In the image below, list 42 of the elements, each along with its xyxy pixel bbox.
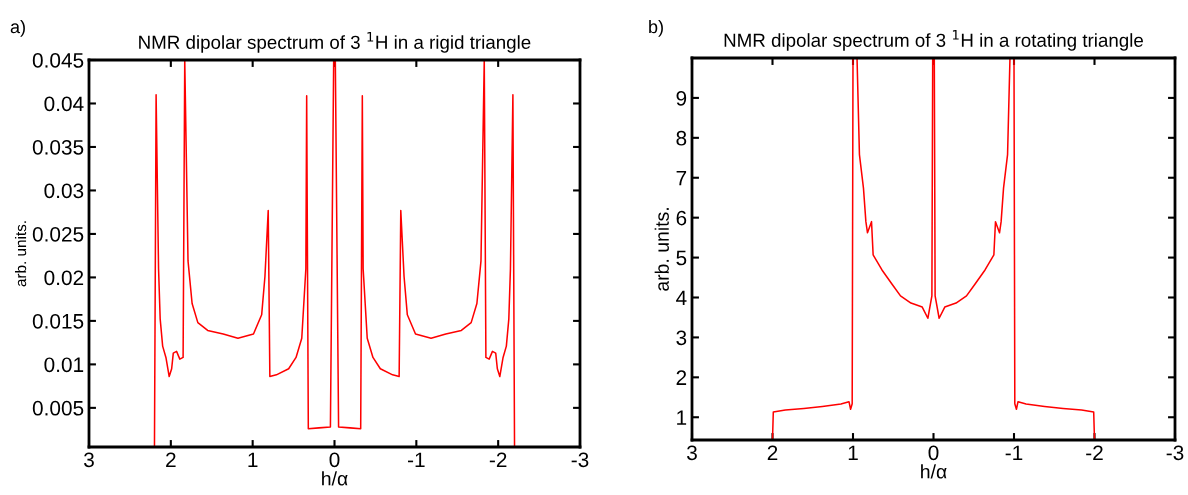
y-tick-label: 3 — [676, 330, 687, 346]
y-axis-title: arb. units. — [14, 221, 27, 287]
x-tick-label: -2 — [1086, 445, 1103, 460]
y-tick-label: 6 — [676, 210, 687, 226]
y-tick-label: 0.015 — [32, 313, 84, 329]
y-tick-label: 2 — [676, 370, 687, 385]
y-tick-label: 8 — [676, 130, 687, 146]
x-tick-label: 1 — [848, 445, 858, 460]
y-tick-label: 1 — [677, 410, 687, 425]
x-tick-label: 2 — [166, 452, 176, 467]
y-tick-label: 0.04 — [44, 96, 84, 112]
x-axis-title: h/α — [322, 471, 348, 486]
x-tick-label: -2 — [489, 452, 507, 467]
x-tick-label: -3 — [571, 452, 589, 468]
y-tick-label: 0.025 — [32, 226, 84, 242]
y-tick-label: 0.02 — [44, 270, 84, 286]
line-series — [153, 60, 516, 447]
y-tick-label: 0.03 — [44, 183, 84, 199]
text: b) — [649, 20, 663, 37]
x-tick-label: -3 — [1166, 445, 1184, 461]
x-tick-label: 0 — [329, 452, 340, 468]
y-tick-label: 7 — [676, 170, 687, 186]
x-tick-label: 3 — [84, 452, 94, 468]
x-tick-label: 1 — [248, 452, 258, 467]
x-axis-title: h/α — [921, 464, 947, 479]
y-tick-label: 4 — [676, 290, 687, 306]
y-tick-label: 0.045 — [32, 53, 84, 68]
y-axis-title: arb. units. — [654, 208, 669, 291]
y-tick-label: 0.005 — [32, 400, 84, 416]
x-tick-label: -1 — [408, 452, 425, 467]
y-tick-label: 0.01 — [44, 357, 84, 373]
line-series — [771, 58, 1096, 440]
text: a) — [10, 20, 25, 37]
y-tick-label: 5 — [676, 250, 687, 266]
x-tick-label: 2 — [767, 445, 778, 460]
chart-title: NMR dipolar spectrum of 3 $^{1}$H in a rigid triangle — [139, 32, 531, 53]
y-tick-label: 0.035 — [32, 139, 84, 155]
y-tick-label: 9 — [676, 90, 687, 106]
x-tick-label: 0 — [928, 445, 939, 461]
chart-title: NMR dipolar spectrum of 3 $^{1}$H in a rotating triangle — [724, 30, 1143, 51]
x-tick-label: 3 — [687, 445, 697, 461]
x-tick-label: -1 — [1005, 445, 1023, 460]
